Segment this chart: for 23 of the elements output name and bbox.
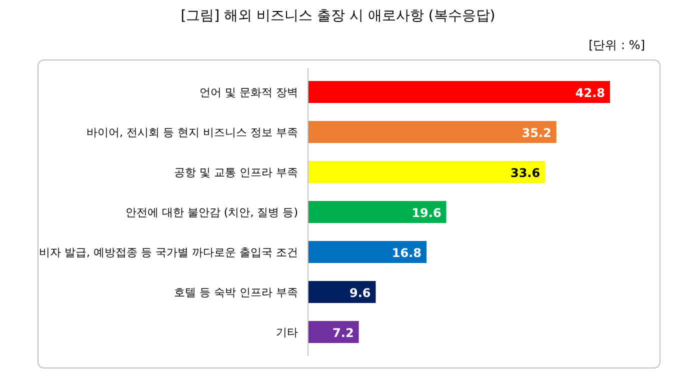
bar (308, 281, 376, 303)
bar (308, 241, 427, 263)
data-label: 16.8 (392, 246, 422, 260)
y-tick-label: 기타 (276, 326, 298, 339)
text: [단위 : %] (588, 38, 645, 52)
data-label: 7.2 (332, 326, 354, 340)
data-label: 19.6 (412, 206, 442, 220)
bar (308, 201, 446, 223)
y-tick-label: 바이어, 전시회 등 현지 비즈니스 정보 부족 (86, 126, 298, 139)
y-tick-label: 언어 및 문화적 장벽 (200, 86, 298, 99)
bar (308, 321, 359, 343)
data-label: 42.8 (575, 86, 605, 100)
bar (308, 121, 556, 143)
y-tick-label: 비자 발급, 예방접종 등 국가별 까다로운 출입국 조건 (39, 246, 298, 259)
y-tick-label: 안전에 대한 불안감 (치안, 질병 등) (125, 206, 298, 219)
bar (308, 81, 610, 103)
y-tick-label: 호텔 등 숙박 인프라 부족 (174, 286, 298, 299)
chart-title: [그림] 해외 비즈니스 출장 시 애로사항 (복수응답) (180, 8, 496, 24)
data-label: 33.6 (510, 166, 540, 180)
data-label: 9.6 (349, 286, 371, 300)
data-label: 35.2 (522, 126, 552, 140)
bar (308, 161, 546, 183)
y-tick-label: 공항 및 교통 인프라 부족 (174, 166, 298, 179)
